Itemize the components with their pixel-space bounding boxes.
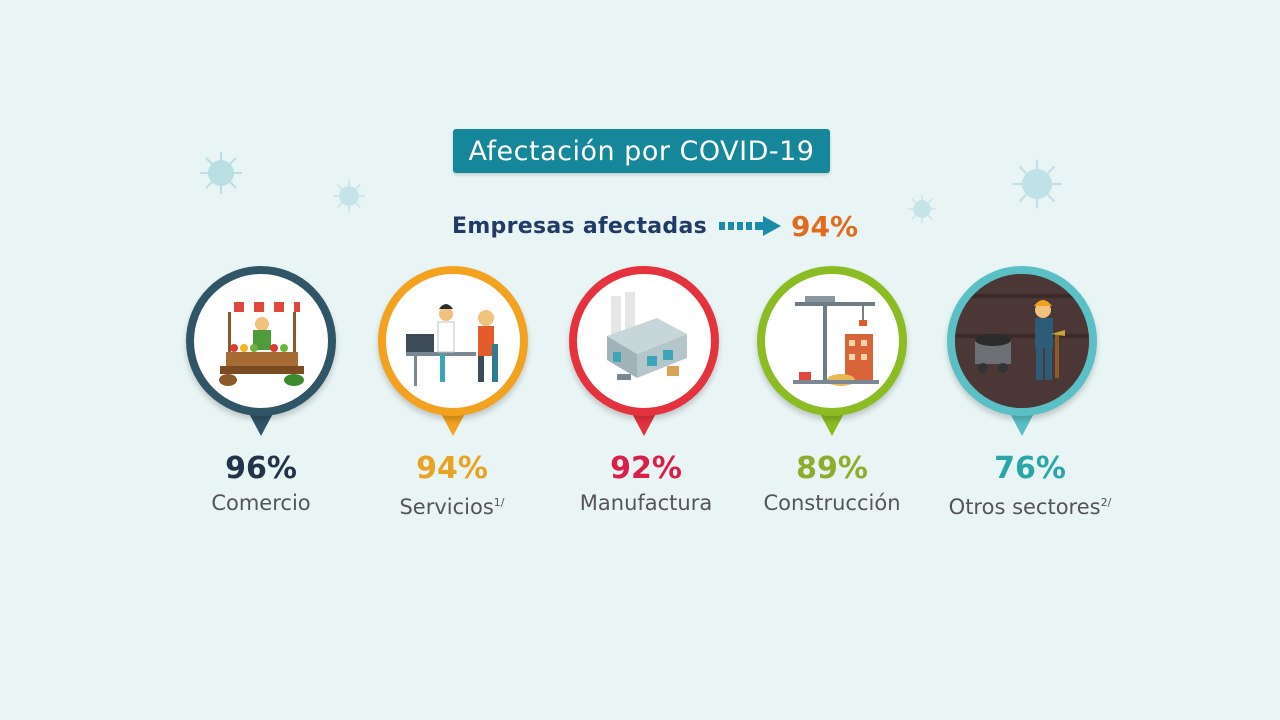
page-title: Afectación por COVID-19: [468, 135, 815, 167]
doctor-patient-icon: [406, 304, 498, 386]
factory-icon: [607, 292, 687, 380]
sector-stat-otros: 76% Otros sectores2/: [930, 450, 1130, 522]
virus-icon: [907, 194, 937, 224]
footnote-marker: 1/: [493, 496, 505, 509]
sector-label: Construcción: [763, 491, 901, 515]
sector-label: Servicios1/: [399, 495, 505, 519]
sector-marker-manufactura: [569, 266, 719, 438]
title-banner: Afectación por COVID-19: [453, 129, 830, 173]
sector-value: 96%: [225, 451, 297, 486]
sector-label: Otros sectores2/: [948, 495, 1112, 519]
sector-stat-comercio: 96% Comercio: [166, 450, 356, 518]
pin-circle: [186, 266, 336, 416]
dashed-arrow-icon: [719, 216, 781, 236]
miner-icon: [955, 274, 1089, 408]
virus-icon: [200, 152, 242, 194]
sector-marker-otros: [947, 266, 1097, 438]
pin-circle: [757, 266, 907, 416]
pin-circle: [569, 266, 719, 416]
summary-row: Empresas afectadas 94%: [452, 206, 858, 246]
sector-stat-construccion: 89% Construcción: [737, 450, 927, 518]
sector-value: 89%: [796, 451, 868, 486]
sector-marker-comercio: [186, 266, 336, 438]
pin-circle: [378, 266, 528, 416]
sector-stat-servicios: 94% Servicios1/: [357, 450, 547, 522]
footnote-marker: 2/: [1100, 496, 1112, 509]
sector-marker-servicios: [378, 266, 528, 438]
market-stall-icon: [219, 302, 304, 386]
virus-icon: [1012, 159, 1062, 209]
sector-label: Comercio: [211, 491, 311, 515]
summary-label: Empresas afectadas: [452, 213, 707, 239]
sector-stat-manufactura: 92% Manufactura: [551, 450, 741, 518]
construction-crane-icon: [793, 296, 879, 386]
sector-label: Manufactura: [579, 491, 713, 515]
sector-value: 92%: [610, 451, 682, 486]
pin-circle: [947, 266, 1097, 416]
sector-value: 76%: [994, 451, 1066, 486]
summary-value: 94%: [791, 209, 859, 243]
sector-value: 94%: [416, 451, 488, 486]
sector-marker-construccion: [757, 266, 907, 438]
virus-icon: [333, 180, 365, 212]
